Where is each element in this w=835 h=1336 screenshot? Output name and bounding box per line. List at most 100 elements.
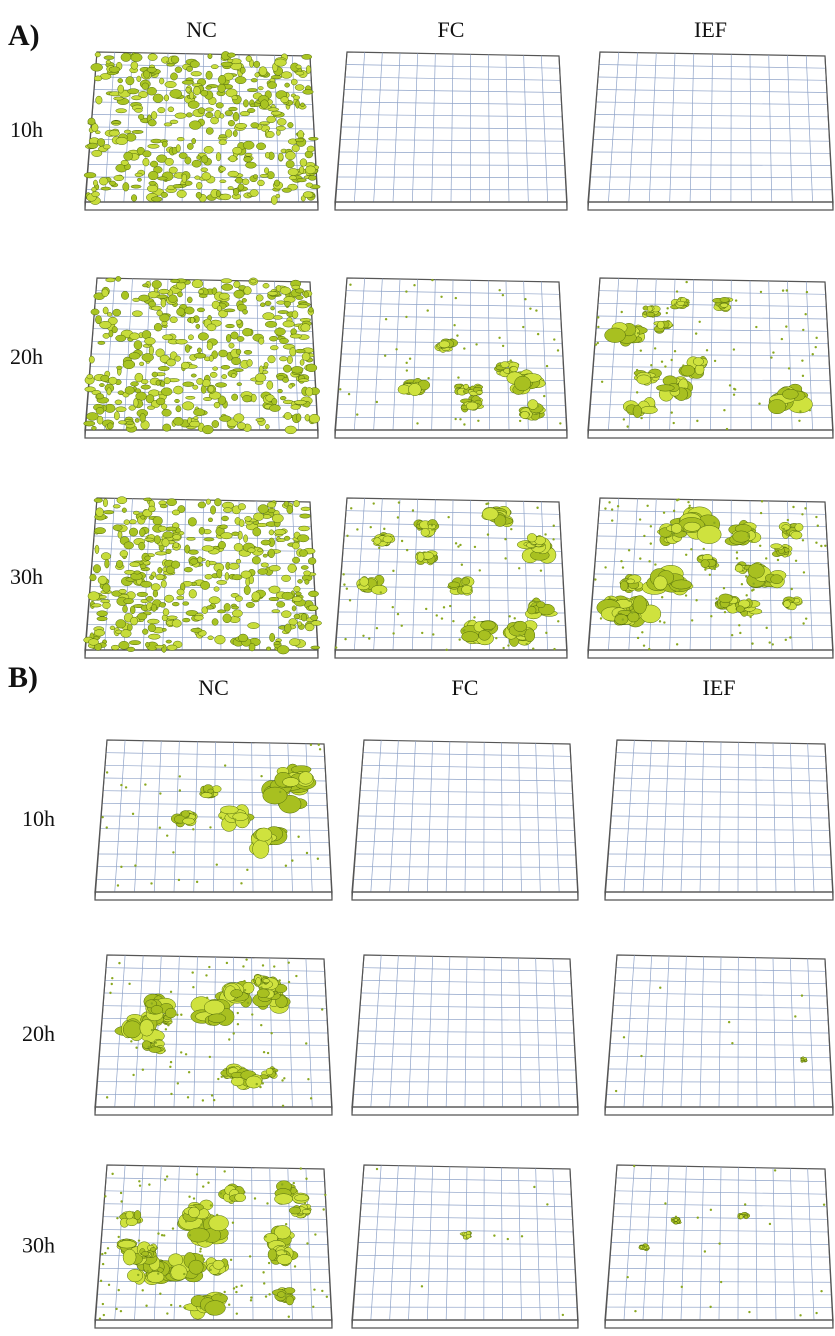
speck [801,513,803,515]
biomass [130,562,140,567]
speck [689,505,691,507]
biomass [255,73,260,77]
biomass [309,307,314,312]
biomass [199,527,205,534]
row-label: 30h [10,564,43,589]
biomass [129,520,136,524]
speck [406,369,408,371]
biomass [158,107,165,113]
speck [270,1032,272,1034]
biomass [311,646,320,649]
biomass [87,374,93,379]
speck [504,557,506,559]
biomass [173,543,179,548]
speck [293,1182,295,1184]
biomass [217,580,227,584]
speck [820,1290,822,1292]
biomass [288,168,298,175]
biomass [140,1019,154,1036]
speck [640,1055,642,1057]
biofilm-image [605,1165,833,1328]
biomass [141,379,148,383]
box-base [95,1107,332,1115]
biomass [215,383,226,388]
biomass [234,290,244,298]
biomass [172,619,181,627]
biomass [225,110,233,115]
biomass [259,67,267,76]
biomass [284,536,290,540]
speck [233,1287,235,1289]
biomass [308,137,318,140]
speck [159,826,161,828]
speck [102,1263,104,1265]
speck [622,618,624,620]
biomass [158,526,166,531]
row-label: 10h [10,117,43,142]
biofilm-image [84,497,322,658]
speck [172,851,174,853]
biomass [115,400,122,405]
biomass [272,398,277,405]
speck [812,353,814,355]
biomass [205,1301,226,1316]
speck [146,1270,148,1272]
biomass [256,143,265,150]
box-base [605,1320,833,1328]
speck [703,548,705,550]
speck [106,826,108,828]
biomass [294,586,300,592]
speck [597,342,599,344]
speck [507,644,509,646]
biomass [265,301,271,306]
biomass [185,345,190,353]
speck [752,528,754,530]
biomass [179,153,187,159]
biomass [791,531,802,539]
biomass [239,520,244,527]
biomass [204,1000,224,1014]
speck [646,505,648,507]
speck [783,528,785,530]
biomass [161,381,165,387]
speck [761,500,763,502]
biomass [177,137,184,141]
biomass [263,979,270,983]
speck [637,332,639,334]
biomass [231,332,239,339]
biomass [143,158,149,166]
biomass [292,542,299,549]
speck [634,1310,636,1312]
speck [142,1289,144,1291]
biomass [116,109,127,113]
speck [170,1093,172,1095]
biomass [151,111,157,119]
biomass [244,535,248,543]
speck [659,987,661,989]
speck [462,629,464,631]
speck [135,1047,137,1049]
speck [720,1281,722,1283]
column-header: FC [452,675,479,700]
biomass [481,621,496,630]
biomass [131,195,137,202]
biomass [201,168,208,172]
speck [166,1175,168,1177]
speck [475,343,477,345]
biomass [185,307,195,314]
biomass [193,86,200,95]
biomass [525,629,535,642]
biomass [173,534,181,539]
biomass [266,647,270,650]
speck [196,881,198,883]
speck [115,1308,117,1310]
biomass [736,606,744,613]
biomass [165,158,174,165]
biomass [238,634,247,642]
biomass [227,59,232,62]
speck [540,569,542,571]
biomass [209,1215,229,1230]
biomass [151,306,161,310]
speck [431,528,433,530]
speck [285,865,287,867]
